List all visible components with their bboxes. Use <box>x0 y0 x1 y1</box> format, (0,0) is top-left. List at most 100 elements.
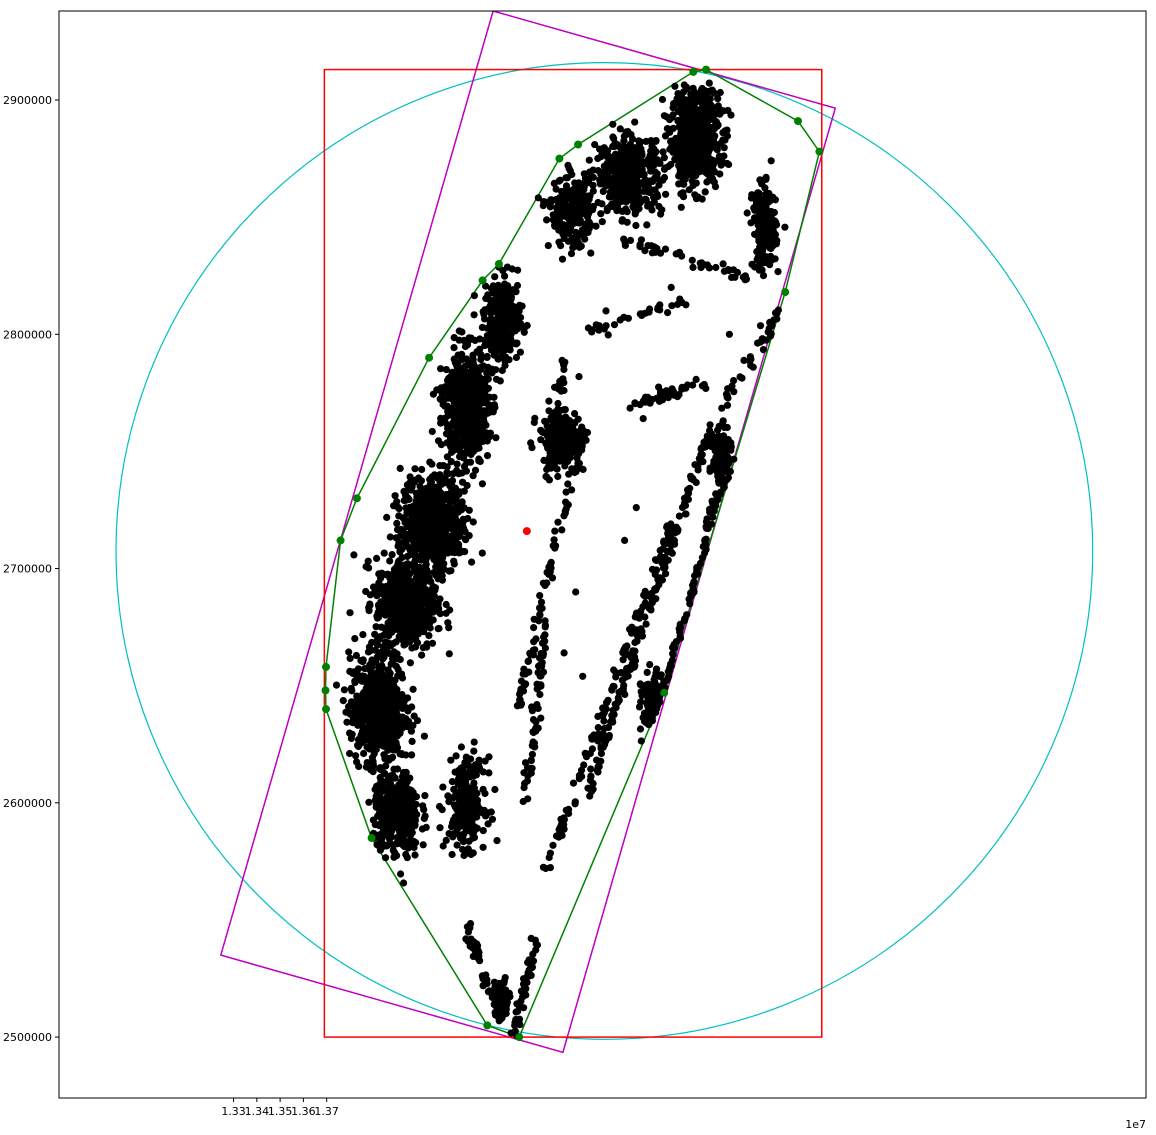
data-point <box>408 644 416 652</box>
data-point <box>715 152 724 160</box>
data-point <box>579 465 587 473</box>
data-point <box>469 518 477 526</box>
data-point <box>418 825 426 833</box>
data-point <box>564 161 572 169</box>
data-point <box>398 587 406 595</box>
data-point <box>438 576 446 584</box>
data-point <box>660 165 669 173</box>
data-point <box>444 407 452 416</box>
data-point <box>571 242 579 250</box>
data-point <box>340 686 348 694</box>
data-point <box>561 451 569 459</box>
data-point <box>409 685 417 693</box>
data-point <box>437 365 445 373</box>
data-point <box>456 770 464 778</box>
data-point <box>475 444 483 452</box>
data-point <box>445 567 453 575</box>
data-point <box>460 452 468 460</box>
data-point <box>513 310 521 319</box>
data-point <box>476 406 484 414</box>
data-point <box>698 195 706 203</box>
data-point <box>369 816 377 824</box>
data-point <box>447 756 455 764</box>
data-point <box>402 751 410 759</box>
data-point <box>552 185 560 193</box>
data-point <box>435 802 444 811</box>
data-point <box>420 732 428 740</box>
data-point <box>470 311 478 319</box>
data-point <box>618 216 627 224</box>
data-point <box>461 548 469 556</box>
data-point <box>436 471 444 479</box>
data-point <box>359 631 367 639</box>
data-point <box>666 116 674 124</box>
data-point <box>572 228 580 236</box>
data-point <box>555 238 563 246</box>
data-point <box>609 120 617 128</box>
data-point <box>769 227 777 235</box>
data-point <box>682 83 691 91</box>
data-point <box>374 803 382 812</box>
data-point <box>596 176 604 184</box>
data-point <box>402 618 411 626</box>
data-point <box>402 850 410 859</box>
data-point <box>476 345 484 353</box>
data-point <box>427 525 435 533</box>
data-point <box>388 754 396 762</box>
data-point <box>556 194 564 202</box>
data-point <box>437 441 445 449</box>
data-point <box>482 399 490 407</box>
data-point <box>475 387 483 395</box>
data-point <box>545 397 553 405</box>
data-point <box>488 815 497 823</box>
data-point <box>705 112 713 120</box>
data-point <box>723 132 732 140</box>
data-point <box>482 294 490 303</box>
data-point <box>644 155 652 163</box>
data-point <box>383 644 391 652</box>
data-point <box>616 198 624 206</box>
data-point <box>487 284 495 292</box>
data-point <box>397 823 405 831</box>
data-point <box>509 320 518 328</box>
data-point <box>492 308 500 317</box>
data-point <box>511 339 519 347</box>
data-point <box>625 177 634 185</box>
data-point <box>434 625 442 633</box>
data-point <box>553 206 562 214</box>
data-point <box>461 372 469 380</box>
data-point <box>707 143 716 152</box>
data-point <box>446 382 455 390</box>
data-point <box>431 584 439 592</box>
data-point <box>492 375 501 383</box>
data-point <box>692 116 700 124</box>
data-point <box>677 203 685 211</box>
data-point <box>688 177 696 185</box>
data-point <box>485 338 493 346</box>
data-point <box>688 103 696 111</box>
data-point <box>410 712 418 720</box>
data-point <box>454 360 462 368</box>
data-point <box>382 798 390 806</box>
data-point <box>767 210 775 218</box>
data-point <box>598 200 606 208</box>
data-point <box>380 589 388 597</box>
data-point <box>675 180 683 188</box>
data-point <box>391 492 399 500</box>
data-point <box>383 513 391 522</box>
data-point <box>493 335 501 343</box>
data-point <box>378 677 386 685</box>
data-point <box>358 706 366 715</box>
data-point <box>781 223 789 231</box>
data-point <box>564 206 572 214</box>
data-point <box>714 95 722 103</box>
data-point <box>412 604 420 612</box>
data-point <box>408 551 416 559</box>
data-point <box>399 570 407 578</box>
data-point <box>346 667 354 676</box>
data-point <box>375 702 383 710</box>
data-point <box>538 428 547 436</box>
data-point <box>363 759 371 767</box>
data-point <box>490 393 498 401</box>
